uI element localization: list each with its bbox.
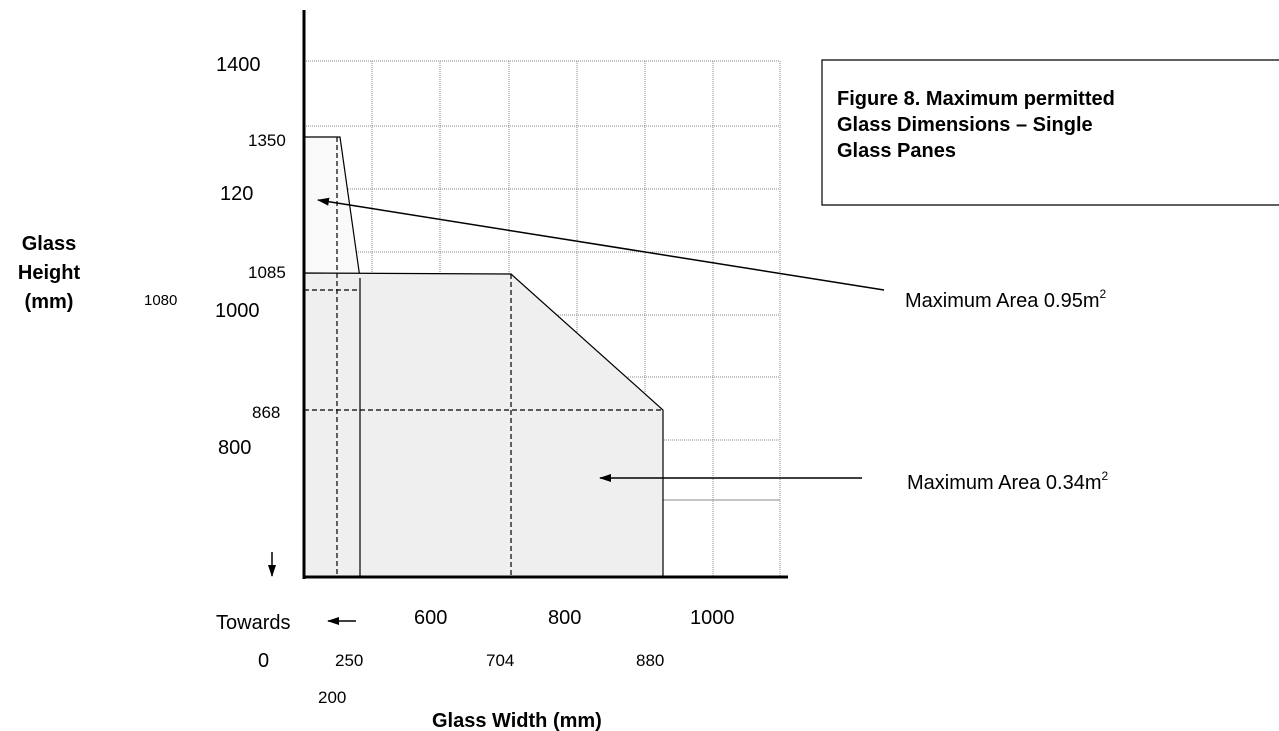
y-title: Glass xyxy=(22,233,76,255)
annotation: Maximum Area 0.95m2 xyxy=(905,287,1107,312)
y-label: 120 xyxy=(220,183,253,205)
x-label: 704 xyxy=(486,651,514,670)
towards-label: Towards xyxy=(216,612,290,634)
y-label: 1080 xyxy=(144,292,177,309)
y-label: 800 xyxy=(218,437,251,459)
superscript: 2 xyxy=(1100,287,1107,301)
y-title: Height xyxy=(18,262,81,284)
x-label: 200 xyxy=(318,688,346,707)
caption: Glass Dimensions – Single xyxy=(837,114,1093,136)
y-label: 1400 xyxy=(216,54,261,76)
y-label: 1085 xyxy=(248,263,286,282)
arrow xyxy=(317,197,885,291)
caption: Glass Panes xyxy=(837,140,956,162)
dashed-guides xyxy=(304,137,663,577)
annotation: Maximum Area 0.34m2 xyxy=(907,469,1109,494)
x-label: 0 xyxy=(258,650,269,672)
x-label: 880 xyxy=(636,651,664,670)
caption-box xyxy=(821,59,1279,206)
superscript: 2 xyxy=(1102,469,1109,483)
annotation-text: Maximum Area 0.34m xyxy=(907,472,1102,494)
area-large xyxy=(303,272,664,578)
y-label: 1350 xyxy=(248,131,286,150)
x-label: 600 xyxy=(414,607,447,629)
x-label: 250 xyxy=(335,651,363,670)
x-title: Glass Width (mm) xyxy=(432,710,602,731)
annotation-text: Maximum Area 0.95m xyxy=(905,290,1100,312)
x-label: 1000 xyxy=(690,607,735,629)
y-title: (mm) xyxy=(25,291,74,313)
caption: Figure 8. Maximum permitted xyxy=(837,88,1115,110)
x-label: 800 xyxy=(548,607,581,629)
y-label: 868 xyxy=(252,403,280,422)
y-label: 1000 xyxy=(215,300,260,322)
